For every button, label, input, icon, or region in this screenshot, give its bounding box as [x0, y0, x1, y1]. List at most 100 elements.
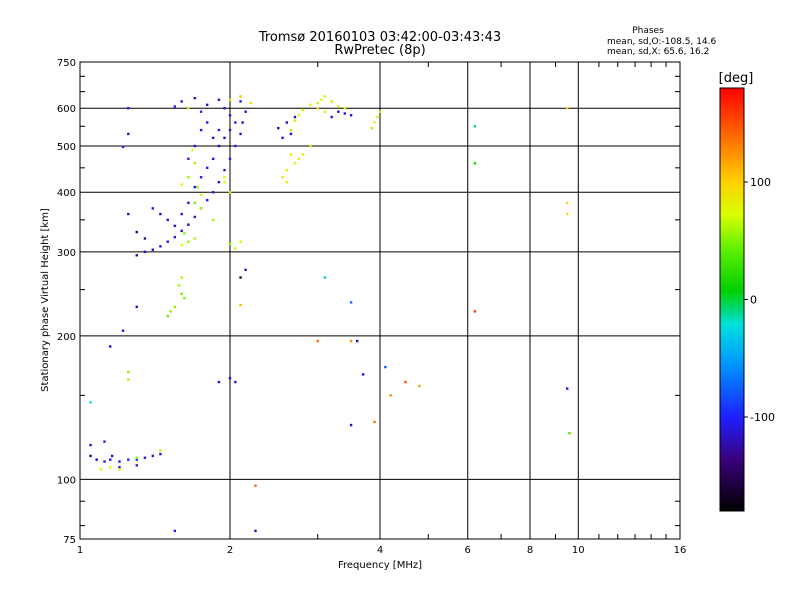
o-trace-point: [159, 212, 162, 216]
x-trace-point: [187, 240, 190, 243]
o-trace-point: [135, 464, 138, 467]
o-trace-point: [95, 458, 98, 461]
o-trace-point: [127, 458, 130, 461]
o-trace-point: [239, 276, 242, 279]
x-trace-point: [285, 180, 288, 184]
x-trace-point: [373, 420, 376, 424]
x-tick-label: 4: [377, 545, 383, 556]
x-trace-point: [159, 449, 162, 452]
y-axis-label: Stationary phase Virtual Height [km]: [40, 208, 51, 392]
colorbar-tick-label: 100: [750, 176, 771, 189]
o-trace-point: [217, 128, 221, 132]
x-trace-point: [193, 162, 197, 165]
x-trace-point: [309, 144, 312, 148]
o-trace-point: [565, 387, 569, 390]
x-trace-point: [196, 185, 199, 189]
x-trace-point: [211, 218, 215, 222]
o-trace-point: [323, 276, 327, 279]
x-trace-point: [169, 310, 172, 313]
data-points-layer: [89, 95, 571, 533]
o-trace-point: [109, 458, 112, 461]
x-trace-point: [187, 107, 190, 110]
o-trace-point: [205, 103, 209, 107]
x-tick-label: 8: [527, 545, 533, 556]
x-trace-point: [418, 384, 421, 388]
o-trace-point: [223, 168, 226, 172]
chart-title: Tromsø 20160103 03:42:00-03:43:43: [258, 30, 501, 45]
y-tick-label: 500: [57, 142, 76, 153]
y-tick-label: 200: [57, 332, 76, 343]
x-trace-point: [349, 339, 353, 343]
x-trace-point: [193, 201, 197, 205]
o-trace-point: [199, 110, 203, 113]
phases-stats-x: mean, sd,X: 65.6, 16.2: [607, 47, 709, 57]
x-trace-point: [177, 284, 181, 287]
o-trace-point: [241, 121, 244, 124]
o-trace-point: [330, 115, 333, 119]
o-trace-point: [281, 136, 284, 140]
o-trace-point: [217, 144, 221, 148]
colorbar-tick-label: -100: [750, 411, 775, 424]
o-trace-point: [205, 166, 209, 170]
x-trace-point: [239, 95, 242, 98]
o-trace-point: [349, 301, 353, 304]
x-trace-point: [378, 110, 382, 113]
x-trace-point: [285, 168, 288, 172]
x-trace-point: [565, 201, 569, 205]
x-trace-point: [301, 108, 305, 112]
x-trace-point: [316, 101, 319, 105]
o-trace-point: [228, 128, 232, 132]
o-trace-point: [199, 176, 203, 179]
o-trace-point: [337, 110, 340, 113]
x-trace-point: [180, 243, 183, 247]
y-tick-label: 75: [63, 535, 76, 546]
o-trace-point: [473, 125, 477, 128]
o-trace-point: [180, 212, 183, 216]
o-trace-point: [127, 132, 130, 136]
x-trace-point: [239, 303, 242, 307]
o-trace-point: [110, 454, 114, 458]
x-trace-point: [166, 314, 169, 318]
o-trace-point: [349, 114, 353, 117]
x-trace-point: [343, 107, 347, 110]
x-tick-label: 2: [227, 545, 233, 556]
x-trace-point: [323, 110, 327, 113]
o-trace-point: [211, 136, 215, 140]
x-trace-point: [183, 296, 186, 300]
x-trace-point: [337, 105, 340, 108]
o-trace-point: [121, 329, 125, 332]
o-trace-point: [217, 98, 221, 101]
x-trace-point: [193, 237, 197, 240]
o-trace-point: [89, 401, 92, 404]
o-trace-point: [254, 529, 257, 533]
x-trace-point: [127, 370, 130, 374]
o-trace-point: [180, 229, 183, 233]
x-trace-point: [370, 126, 373, 130]
o-trace-point: [239, 100, 242, 103]
y-tick-label: 600: [57, 104, 76, 115]
o-trace-point: [118, 466, 121, 469]
x-trace-point: [316, 107, 319, 110]
x-trace-point: [180, 276, 183, 279]
x-tick-label: 16: [674, 545, 687, 556]
y-tick-label: 750: [57, 58, 76, 69]
o-trace-point: [384, 365, 387, 369]
o-trace-point: [277, 126, 280, 130]
o-trace-point: [234, 144, 237, 148]
grid-layer: [80, 62, 680, 539]
x-trace-point: [281, 176, 284, 179]
o-trace-point: [135, 230, 138, 234]
x-trace-point: [234, 247, 237, 250]
o-trace-point: [228, 157, 232, 161]
x-trace-point: [323, 95, 327, 98]
x-trace-point: [228, 242, 232, 245]
o-trace-point: [89, 454, 92, 458]
o-trace-point: [217, 180, 221, 184]
o-trace-point: [135, 305, 138, 309]
o-trace-point: [234, 121, 237, 124]
o-trace-point: [166, 218, 169, 222]
x-trace-point: [376, 115, 379, 119]
x-trace-point: [389, 394, 392, 397]
o-trace-point: [205, 198, 209, 202]
x-trace-point: [316, 339, 319, 343]
